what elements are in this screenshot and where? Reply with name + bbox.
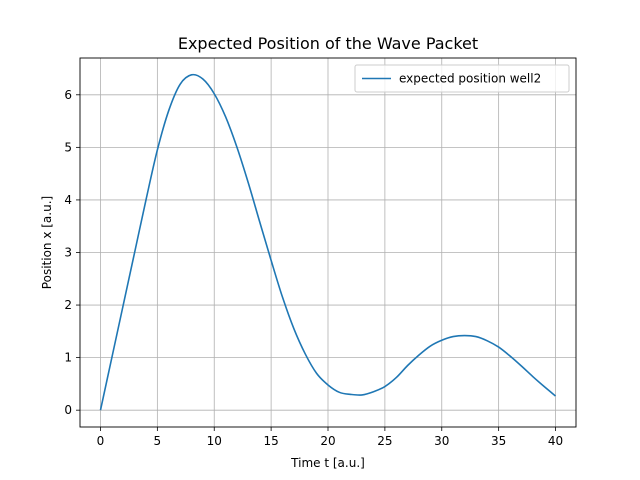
- x-tick-label: 20: [320, 434, 335, 448]
- legend-label: expected position well2: [399, 72, 541, 86]
- y-tick-label: 6: [64, 88, 72, 102]
- x-tick-label: 15: [263, 434, 278, 448]
- x-tick-label: 10: [207, 434, 222, 448]
- x-tick-label: 25: [377, 434, 392, 448]
- x-tick-label: 0: [97, 434, 105, 448]
- x-tick-label: 5: [154, 434, 162, 448]
- y-tick-label: 1: [64, 351, 72, 365]
- y-tick-label: 0: [64, 403, 72, 417]
- y-tick-label: 3: [64, 245, 72, 259]
- y-axis-label: Position x [a.u.]: [40, 196, 54, 289]
- chart-title: Expected Position of the Wave Packet: [178, 34, 478, 53]
- legend-box: [354, 64, 570, 93]
- y-tick-label: 5: [64, 140, 72, 154]
- axis-ticks: 0 5 10 15 20 25 30 35 40 0 1 2 3 4 5 6: [64, 88, 563, 448]
- y-tick-label: 2: [64, 298, 72, 312]
- legend: expected position well2: [354, 64, 570, 93]
- x-tick-label: 30: [434, 434, 449, 448]
- x-axis-label: Time t [a.u.]: [290, 456, 365, 470]
- series-line-expected-position-well2: [99, 73, 557, 411]
- x-tick-label: 35: [491, 434, 506, 448]
- y-tick-label: 4: [64, 193, 72, 207]
- grid: [80, 58, 576, 427]
- x-tick-label: 40: [548, 434, 563, 448]
